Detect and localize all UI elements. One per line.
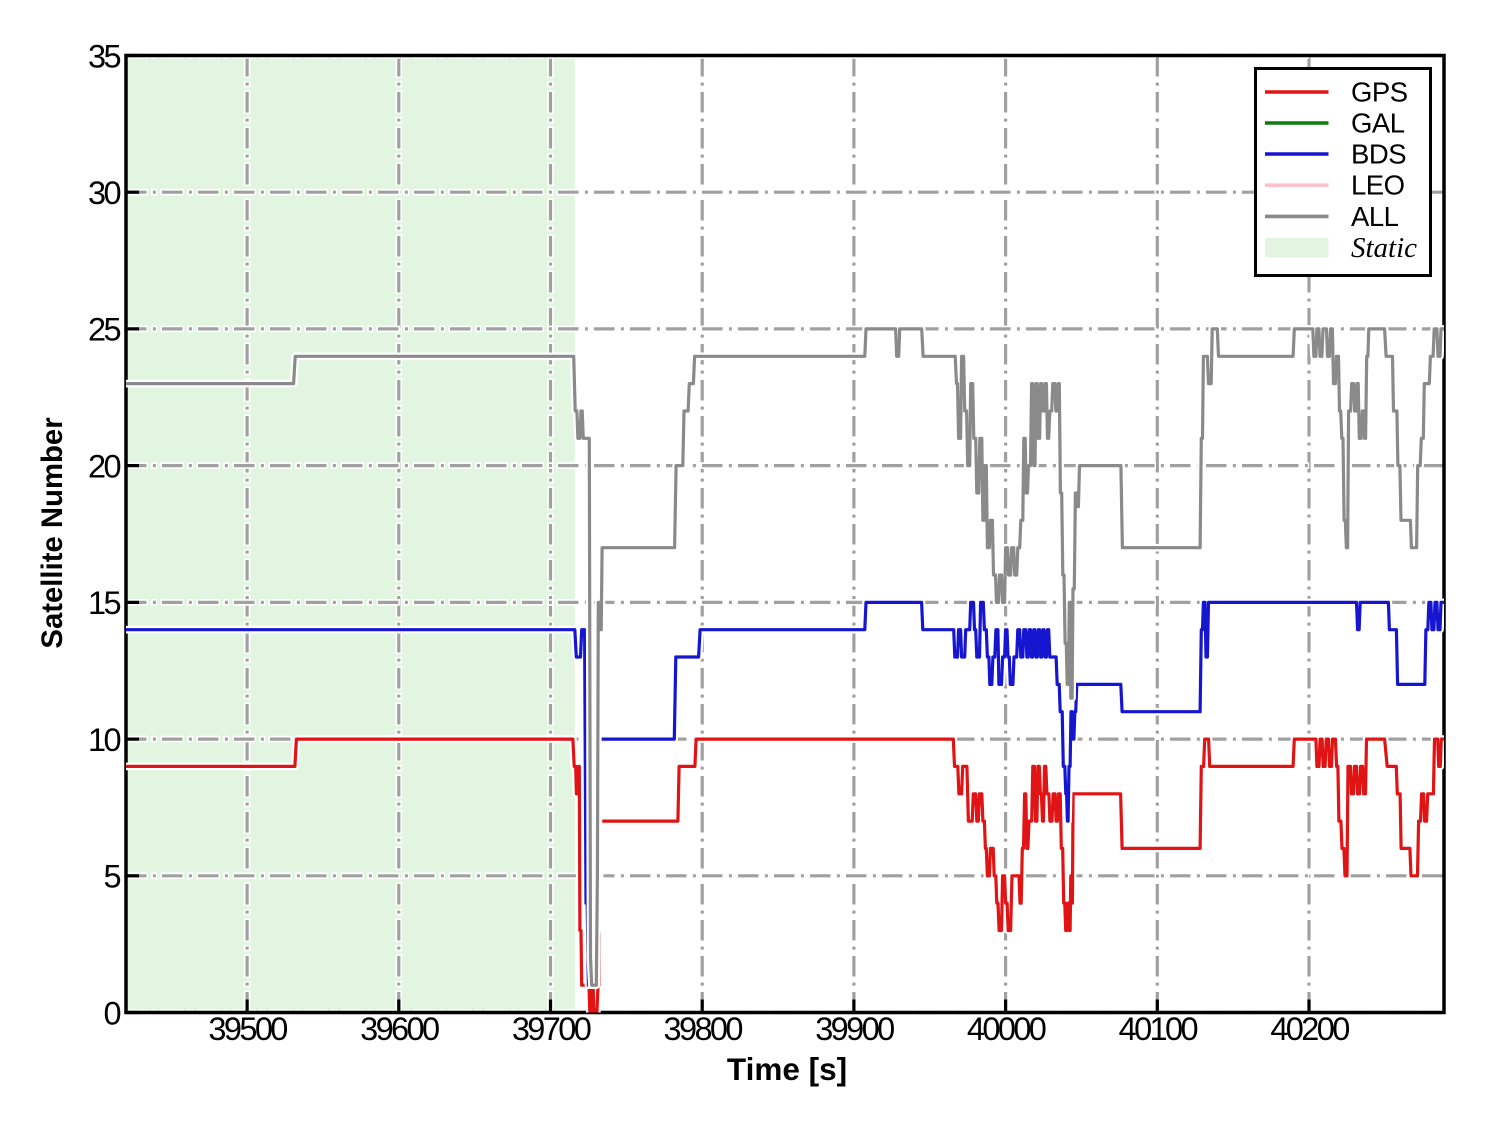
svg-text:25: 25 <box>88 312 120 348</box>
svg-text:39900: 39900 <box>815 1011 894 1047</box>
svg-text:Static: Static <box>1351 232 1417 264</box>
svg-text:39500: 39500 <box>208 1011 287 1047</box>
svg-text:5: 5 <box>104 859 121 895</box>
svg-text:40100: 40100 <box>1119 1011 1198 1047</box>
svg-text:Satellite Number: Satellite Number <box>36 417 69 648</box>
svg-text:0: 0 <box>104 995 121 1031</box>
svg-text:GAL: GAL <box>1351 108 1405 139</box>
svg-text:15: 15 <box>88 585 120 621</box>
svg-text:LEO: LEO <box>1351 170 1405 201</box>
svg-text:35: 35 <box>88 38 120 74</box>
svg-text:40200: 40200 <box>1270 1011 1349 1047</box>
svg-text:Time [s]: Time [s] <box>727 1051 847 1087</box>
svg-text:40000: 40000 <box>967 1011 1046 1047</box>
svg-text:10: 10 <box>88 722 120 758</box>
svg-text:20: 20 <box>88 448 120 484</box>
svg-text:39700: 39700 <box>512 1011 591 1047</box>
svg-text:GPS: GPS <box>1351 77 1408 108</box>
svg-text:30: 30 <box>88 175 120 211</box>
svg-text:39800: 39800 <box>664 1011 743 1047</box>
svg-text:ALL: ALL <box>1351 201 1399 232</box>
svg-text:39600: 39600 <box>360 1011 439 1047</box>
svg-text:BDS: BDS <box>1351 139 1406 170</box>
